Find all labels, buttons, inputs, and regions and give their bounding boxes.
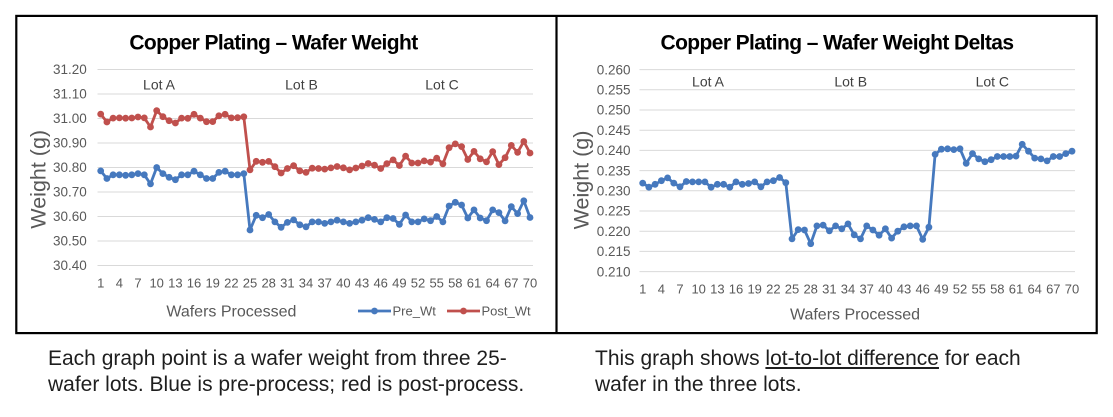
svg-text:0.235: 0.235 xyxy=(597,163,631,178)
svg-text:61: 61 xyxy=(467,276,481,291)
svg-text:25: 25 xyxy=(243,276,257,291)
svg-text:70: 70 xyxy=(1065,282,1079,297)
svg-text:10: 10 xyxy=(149,276,163,291)
svg-text:Weight (g): Weight (g) xyxy=(569,131,593,230)
svg-text:Lot C: Lot C xyxy=(425,77,458,93)
svg-text:22: 22 xyxy=(766,282,780,297)
svg-text:Pre_Wt: Pre_Wt xyxy=(393,304,437,319)
svg-text:0.215: 0.215 xyxy=(597,244,631,259)
svg-text:7: 7 xyxy=(676,282,683,297)
svg-text:46: 46 xyxy=(373,276,387,291)
svg-text:16: 16 xyxy=(187,276,201,291)
svg-text:67: 67 xyxy=(1046,282,1060,297)
svg-text:4: 4 xyxy=(658,282,665,297)
svg-text:19: 19 xyxy=(747,282,761,297)
svg-text:30.60: 30.60 xyxy=(53,209,87,224)
svg-text:30.50: 30.50 xyxy=(53,234,87,249)
svg-text:31: 31 xyxy=(280,276,294,291)
svg-text:30.90: 30.90 xyxy=(53,136,87,151)
svg-text:37: 37 xyxy=(859,282,873,297)
svg-text:31: 31 xyxy=(822,282,836,297)
svg-text:34: 34 xyxy=(299,276,313,291)
svg-text:Wafers Processed: Wafers Processed xyxy=(790,306,920,323)
svg-text:49: 49 xyxy=(934,282,948,297)
svg-text:64: 64 xyxy=(1027,282,1041,297)
svg-text:58: 58 xyxy=(990,282,1004,297)
svg-text:4: 4 xyxy=(116,276,123,291)
svg-text:10: 10 xyxy=(691,282,705,297)
svg-text:Lot A: Lot A xyxy=(143,77,176,93)
svg-text:52: 52 xyxy=(411,276,425,291)
svg-text:61: 61 xyxy=(1009,282,1023,297)
svg-text:55: 55 xyxy=(429,276,443,291)
svg-text:1: 1 xyxy=(97,276,104,291)
svg-text:Weight (g): Weight (g) xyxy=(27,130,51,229)
svg-text:Post_Wt: Post_Wt xyxy=(482,304,532,319)
svg-text:30.40: 30.40 xyxy=(53,258,87,273)
svg-text:40: 40 xyxy=(878,282,892,297)
svg-text:49: 49 xyxy=(392,276,406,291)
svg-text:46: 46 xyxy=(915,282,929,297)
svg-text:1: 1 xyxy=(639,282,646,297)
svg-text:Lot C: Lot C xyxy=(976,74,1009,90)
svg-text:0.210: 0.210 xyxy=(597,264,631,279)
svg-text:43: 43 xyxy=(897,282,911,297)
svg-text:25: 25 xyxy=(785,282,799,297)
svg-text:0.250: 0.250 xyxy=(597,103,631,118)
svg-text:Lot B: Lot B xyxy=(285,77,318,93)
svg-text:13: 13 xyxy=(168,276,182,291)
svg-text:0.255: 0.255 xyxy=(597,83,631,98)
svg-text:0.220: 0.220 xyxy=(597,224,631,239)
svg-text:67: 67 xyxy=(504,276,518,291)
svg-text:19: 19 xyxy=(205,276,219,291)
svg-text:64: 64 xyxy=(485,276,499,291)
svg-text:43: 43 xyxy=(355,276,369,291)
svg-text:30.80: 30.80 xyxy=(53,160,87,175)
svg-text:31.10: 31.10 xyxy=(53,87,87,102)
svg-text:13: 13 xyxy=(710,282,724,297)
svg-text:58: 58 xyxy=(448,276,462,291)
svg-text:31.00: 31.00 xyxy=(53,111,87,126)
svg-text:0.240: 0.240 xyxy=(597,143,631,158)
svg-text:Copper Plating – Wafer Weight: Copper Plating – Wafer Weight Deltas xyxy=(661,32,1014,55)
svg-text:34: 34 xyxy=(841,282,855,297)
svg-text:0.245: 0.245 xyxy=(597,123,631,138)
svg-text:31.20: 31.20 xyxy=(53,62,87,77)
svg-text:55: 55 xyxy=(971,282,985,297)
svg-text:7: 7 xyxy=(134,276,141,291)
svg-text:22: 22 xyxy=(224,276,238,291)
svg-text:16: 16 xyxy=(729,282,743,297)
svg-text:Lot A: Lot A xyxy=(692,74,725,90)
svg-text:52: 52 xyxy=(953,282,967,297)
svg-text:0.230: 0.230 xyxy=(597,184,631,199)
svg-text:28: 28 xyxy=(803,282,817,297)
svg-text:Copper Plating – Wafer Weight: Copper Plating – Wafer Weight xyxy=(129,32,418,55)
svg-text:0.225: 0.225 xyxy=(597,204,631,219)
svg-text:37: 37 xyxy=(317,276,331,291)
svg-text:28: 28 xyxy=(261,276,275,291)
svg-text:70: 70 xyxy=(523,276,537,291)
svg-text:0.260: 0.260 xyxy=(597,62,631,77)
svg-text:Wafers Processed: Wafers Processed xyxy=(166,304,296,321)
svg-text:Lot B: Lot B xyxy=(834,74,867,90)
svg-text:40: 40 xyxy=(336,276,350,291)
svg-text:30.70: 30.70 xyxy=(53,185,87,200)
